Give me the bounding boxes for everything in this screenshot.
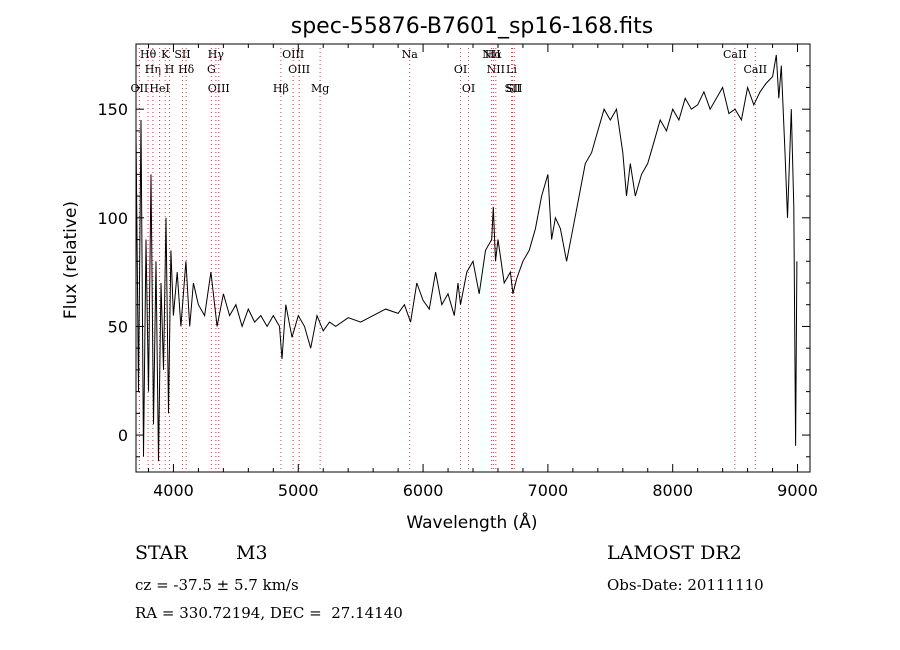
x-tick-label-4: 8000 xyxy=(652,481,693,500)
plot-frame xyxy=(135,43,811,473)
line-label-13: OIII xyxy=(288,63,310,76)
x-tick-label-0: 4000 xyxy=(153,481,194,500)
line-label-9: Hγ xyxy=(208,48,225,61)
line-label-25: CaII xyxy=(743,63,767,76)
line-label-2: OII xyxy=(131,82,149,95)
y-tick-label-0: 0 xyxy=(118,426,128,445)
line-label-19: NII xyxy=(487,63,505,76)
line-label-7: Hδ xyxy=(178,63,195,76)
line-label-10: G xyxy=(207,63,216,76)
obs-date: Obs-Date: 20111110 xyxy=(607,576,764,594)
x-tick-label-1: 5000 xyxy=(278,481,319,500)
y-tick-label-3: 150 xyxy=(97,100,128,119)
line-label-16: OI xyxy=(454,63,467,76)
object-class: STAR xyxy=(135,542,188,564)
line-label-14: Mg xyxy=(311,82,329,95)
y-tick-label-2: 100 xyxy=(97,209,128,228)
line-label-4: H xyxy=(165,63,175,76)
line-label-1: Hη xyxy=(145,63,161,76)
x-tick-label-5: 9000 xyxy=(777,481,818,500)
x-tick-label-2: 6000 xyxy=(403,481,444,500)
line-label-8: OIII xyxy=(208,82,230,95)
chart-title: spec-55876-B7601_sp16-168.fits xyxy=(291,14,654,39)
line-label-6: SII xyxy=(174,48,190,61)
line-label-12: OIII xyxy=(282,48,304,61)
plot-area: HθHηOIIKHHeISIIHδOIIIHγGHβOIIIOIIIMgNaOI… xyxy=(97,43,818,500)
line-label-23: SII xyxy=(506,82,522,95)
y-tick-label-1: 50 xyxy=(108,317,128,336)
line-label-22: Li xyxy=(506,63,517,76)
line-label-0: Hθ xyxy=(140,48,157,61)
line-label-21: NII xyxy=(482,48,500,61)
coordinates: RA = 330.72194, DEC = 27.14140 xyxy=(135,604,403,622)
line-label-20: SII xyxy=(504,82,520,95)
y-axis-label: Flux (relative) xyxy=(61,201,81,319)
x-axis-label: Wavelength (Å) xyxy=(406,511,537,533)
line-label-15: Na xyxy=(402,48,419,61)
spectrum-series-0 xyxy=(135,54,798,462)
redshift-cz: cz = -37.5 ± 5.7 km/s xyxy=(135,576,299,594)
survey-name: LAMOST DR2 xyxy=(607,542,742,564)
x-tick-label-3: 7000 xyxy=(528,481,569,500)
line-label-5: HeI xyxy=(149,82,169,95)
line-label-24: CaII xyxy=(723,48,747,61)
line-label-17: OI xyxy=(462,82,475,95)
line-label-11: Hβ xyxy=(273,82,289,95)
line-label-3: K xyxy=(161,48,170,61)
line-label-18: Hα xyxy=(485,48,503,61)
object-subclass: M3 xyxy=(236,542,268,564)
